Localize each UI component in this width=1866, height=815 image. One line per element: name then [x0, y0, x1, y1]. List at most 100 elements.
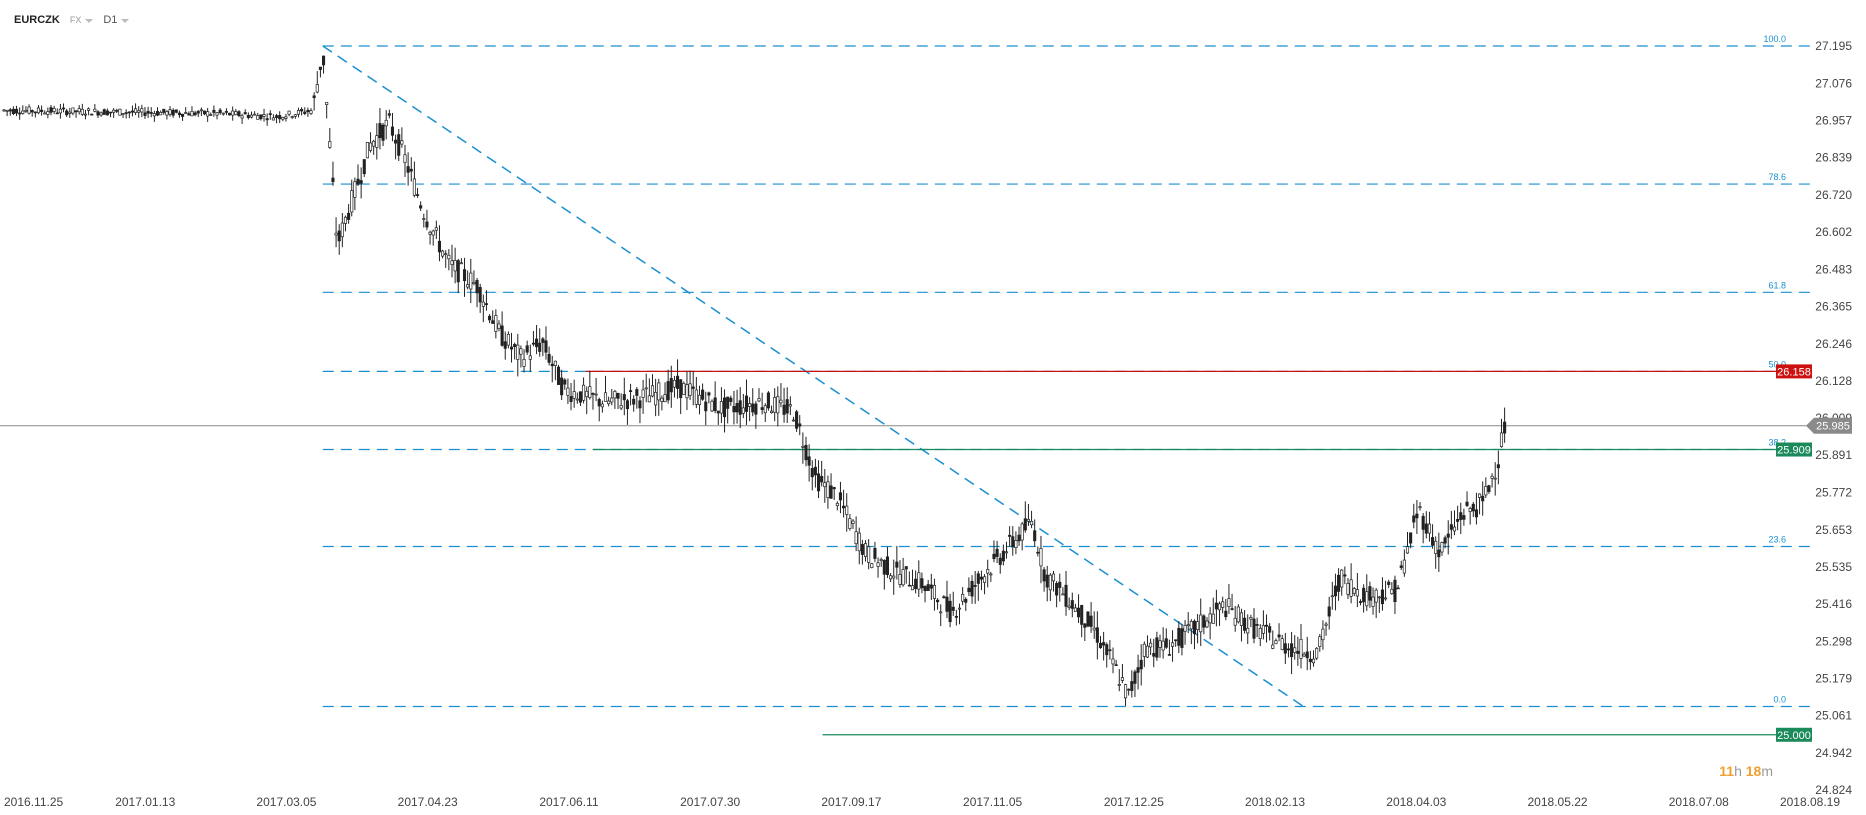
candle-body [61, 107, 66, 110]
candle-body [1164, 638, 1168, 648]
candle-body [641, 389, 645, 398]
candle-body [1042, 569, 1046, 582]
candle-body [271, 117, 275, 121]
candle-body [328, 141, 332, 148]
candle-body [187, 113, 191, 116]
candle-body [406, 166, 410, 173]
candle-body [447, 254, 451, 260]
candle-body [1371, 596, 1375, 607]
countdown-minutes: 18 [1745, 763, 1762, 779]
candle-body [1111, 658, 1115, 665]
candle-body [1487, 485, 1491, 492]
candle-body [632, 398, 636, 405]
candle-body [1246, 627, 1250, 634]
candle-body [1202, 615, 1206, 628]
candle-body [1418, 506, 1422, 509]
candle-body [1064, 584, 1068, 607]
support-price-tag-box [1776, 442, 1812, 457]
timeframe-selector[interactable]: D1 [103, 14, 130, 26]
candle-body [638, 400, 642, 409]
x-tick-label: 2017.12.25 [1104, 795, 1164, 809]
candle-body [1333, 585, 1337, 597]
candle-body [509, 346, 514, 350]
candle-body [1017, 534, 1021, 542]
y-tick-label: 26.602 [1815, 225, 1852, 239]
market-selector[interactable]: FX [70, 14, 94, 26]
y-tick-label: 26.128 [1815, 374, 1852, 388]
chart-toolbar: EURCZK FX D1 [14, 12, 130, 28]
candle-body [823, 482, 827, 488]
y-tick-label: 25.179 [1815, 672, 1852, 686]
candle-body [196, 111, 200, 114]
candle-body [1058, 581, 1062, 588]
candle-body [697, 394, 702, 406]
candle-body [1214, 602, 1218, 610]
resistance-price-tag-box [1776, 364, 1812, 379]
candle-body [650, 385, 655, 397]
candle-body [296, 110, 301, 115]
candle-body [1014, 540, 1018, 548]
candle-body [253, 113, 257, 116]
candle-body [669, 378, 673, 393]
candle-body [243, 112, 247, 115]
candle-body [494, 315, 498, 332]
y-tick-label: 25.416 [1815, 597, 1852, 611]
candle-body [1130, 681, 1134, 691]
candle-body [181, 113, 185, 117]
symbol-name[interactable]: EURCZK [14, 14, 60, 26]
candle-body [1236, 606, 1240, 623]
candle-body [90, 113, 94, 116]
candle-body [1409, 532, 1413, 544]
candle-body [1290, 643, 1294, 658]
candle-body [124, 112, 128, 114]
candle-body [1421, 515, 1425, 530]
candle-body [8, 109, 12, 112]
candle-body [801, 445, 805, 448]
candle-body [1415, 513, 1419, 519]
candle-body [1503, 421, 1507, 434]
candle-body [603, 392, 608, 402]
x-tick-label: 2017.01.13 [115, 795, 175, 809]
candle-body [121, 113, 125, 115]
candle-body [1067, 605, 1071, 608]
candle-body [1139, 659, 1143, 670]
candle-body [278, 115, 282, 120]
candle-body [1149, 642, 1153, 648]
candle-body [134, 108, 138, 113]
y-tick-label: 25.061 [1815, 709, 1852, 723]
candle-body [115, 109, 119, 112]
x-tick-label: 2017.04.23 [398, 795, 458, 809]
candle-body [594, 393, 598, 396]
candle-body [309, 110, 313, 114]
candle-body [353, 181, 357, 198]
candle-body [1318, 636, 1322, 648]
candle-body [453, 260, 457, 272]
candle-body [1380, 589, 1384, 605]
candle-body [206, 111, 210, 117]
candle-body [102, 109, 106, 115]
x-tick-label: 2017.06.11 [539, 795, 598, 809]
candle-body [318, 66, 322, 70]
candle-body [18, 112, 22, 115]
candle-body [914, 578, 918, 590]
candle-body [716, 410, 720, 414]
candle-body [58, 108, 62, 114]
candle-body [1452, 526, 1457, 532]
candle-body [240, 115, 244, 119]
candle-body [644, 387, 648, 390]
candle-body [1315, 647, 1319, 659]
candle-body [951, 606, 955, 611]
candle-body [713, 397, 717, 411]
candle-body [854, 531, 858, 545]
candle-body [177, 112, 181, 116]
fib-level-label: 100.0 [1763, 34, 1786, 44]
candle-body [563, 379, 567, 385]
candle-body [1243, 617, 1247, 631]
candle-body [654, 392, 658, 406]
candle-body [140, 108, 144, 113]
candle-body [1390, 588, 1394, 595]
y-tick-label: 27.195 [1815, 39, 1852, 53]
candle-body [1114, 664, 1118, 667]
candle-body [961, 593, 965, 602]
